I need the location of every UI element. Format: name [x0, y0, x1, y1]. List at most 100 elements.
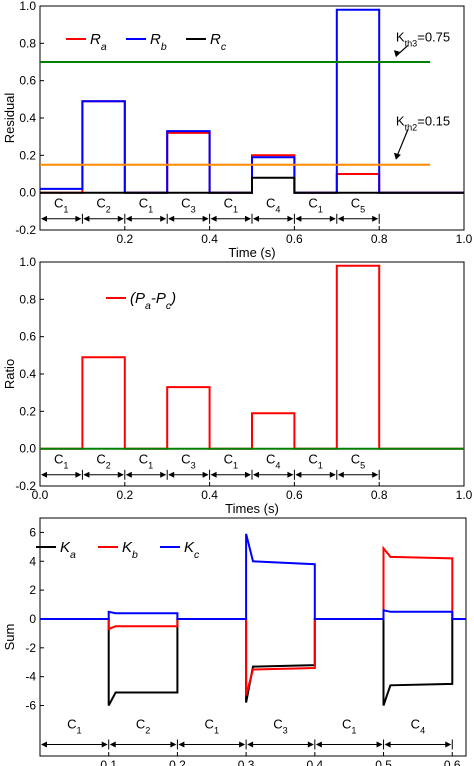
- threshold-annotation-value: =0.75: [417, 29, 450, 44]
- segment-arrowhead: [41, 471, 47, 478]
- segment-label-base: C: [181, 196, 190, 211]
- segment-arrowhead: [245, 215, 251, 222]
- segment-arrowhead: [168, 471, 175, 478]
- y-tick-label: 0.0: [19, 442, 36, 456]
- segment-label-sub: 4: [275, 205, 280, 215]
- segment-arrowhead: [41, 215, 47, 222]
- segment-arrowhead: [337, 215, 344, 222]
- legend-entry-part: ): [169, 290, 176, 307]
- segment-label-base: C: [342, 717, 351, 732]
- segment-label: C2: [136, 717, 150, 736]
- plot-frame: [39, 517, 467, 757]
- segment-label-base: C: [308, 196, 317, 211]
- segment-label-sub: 4: [275, 461, 280, 471]
- legend-entry-part: (P: [130, 290, 145, 307]
- segment-arrowhead: [41, 741, 47, 748]
- segment-label: C2: [96, 196, 110, 215]
- segment-label-sub: 1: [148, 461, 153, 471]
- legend-entry-part: a: [145, 300, 151, 312]
- segment-arrowhead: [239, 741, 246, 748]
- segment-label-sub: 1: [77, 726, 82, 736]
- segment-label-base: C: [136, 717, 145, 732]
- y-tick-label: 0.8: [19, 36, 36, 50]
- segment-label-sub: 3: [283, 726, 288, 736]
- segment-arrowhead: [384, 741, 391, 748]
- x-tick-label: 0.2: [116, 232, 133, 246]
- series-line-3: [40, 176, 464, 194]
- segment-arrowhead: [170, 741, 177, 748]
- segment-arrowhead: [210, 471, 217, 478]
- segment-label: C1: [139, 452, 153, 471]
- chart-panel-2: -0.20.00.20.40.60.81.00.0 0.2 0.4 0.6 0.8 1.0…: [2, 255, 473, 516]
- segment-arrowhead: [307, 741, 314, 748]
- y-tick-label: -0.2: [15, 223, 36, 237]
- segment-label: C1: [224, 196, 238, 215]
- series-line-1: [40, 618, 466, 706]
- x-tick-label: 1.0: [456, 488, 473, 502]
- series-line-1: [40, 264, 464, 450]
- annotation-arrowhead: [393, 152, 401, 160]
- segment-arrowhead: [168, 215, 175, 222]
- segment-arrowhead: [125, 471, 132, 478]
- x-tick-label: 0.6: [286, 232, 303, 246]
- x-tick-label: 0.4: [201, 488, 218, 502]
- segment-arrowhead: [337, 471, 344, 478]
- segment-arrowhead: [160, 215, 167, 222]
- segment-label: C1: [224, 452, 238, 471]
- x-tick-label: 0.8: [371, 488, 388, 502]
- segment-arrowhead: [178, 741, 185, 748]
- segment-arrowhead: [295, 215, 302, 222]
- segment-arrowhead: [376, 741, 383, 748]
- segment-arrowhead: [75, 215, 82, 222]
- legend-entry-base: K: [184, 539, 195, 556]
- x-tick-label: 0.0: [32, 488, 49, 502]
- y-tick-label: 1.0: [19, 0, 36, 13]
- segment-arrowhead: [160, 471, 167, 478]
- segment-label-sub: 1: [233, 461, 238, 471]
- y-tick-label: 0.6: [19, 74, 36, 88]
- legend-entry-base: R: [210, 31, 221, 48]
- legend-entry-base: K: [60, 539, 71, 556]
- legend-entry-sub: b: [161, 41, 167, 53]
- y-tick-label: 2: [29, 583, 36, 597]
- segment-label-base: C: [273, 717, 282, 732]
- y-axis-label: Residual: [2, 93, 17, 144]
- y-tick-label: 0.4: [19, 367, 36, 381]
- segment-label-sub: 1: [63, 205, 68, 215]
- segment-arrowhead: [125, 215, 132, 222]
- segment-label: C5: [351, 452, 365, 471]
- segment-label-base: C: [139, 452, 148, 467]
- chart-panel-1: -0.2 0.0 0.2 0.4 0.6 0.8 1.0 0.2 0.4 0.6 0.8 1.0 Tim…: [2, 0, 473, 260]
- segment-label-base: C: [411, 717, 420, 732]
- y-tick-label: 0.2: [19, 148, 36, 162]
- segment-arrowhead: [109, 741, 116, 748]
- segment-arrowhead: [445, 741, 452, 748]
- legend-entry: Kb: [122, 539, 138, 561]
- x-tick-label: 0.2: [116, 488, 133, 502]
- segment-label-base: C: [205, 717, 214, 732]
- segment-label: C4: [266, 196, 280, 215]
- segment-arrowhead: [372, 471, 379, 478]
- x-axis-label: Time (s): [228, 245, 275, 260]
- segment-label-sub: 1: [214, 726, 219, 736]
- segment-arrowhead: [83, 215, 90, 222]
- segment-label-base: C: [96, 452, 105, 467]
- segment-label: C1: [67, 717, 81, 736]
- threshold-annotation-value: =0.15: [417, 113, 450, 128]
- x-tick-label: 0.1: [100, 758, 117, 766]
- segment-label-sub: 1: [233, 205, 238, 215]
- segment-arrowhead: [287, 215, 294, 222]
- x-tick-label: 0.4: [201, 232, 218, 246]
- segment-label-base: C: [181, 452, 190, 467]
- legend-entry: (Pa-Pc): [130, 290, 176, 312]
- segment-label: C3: [181, 452, 195, 471]
- legend-entry-base: R: [90, 31, 101, 48]
- segment-label-sub: 5: [360, 461, 365, 471]
- segment-label: C1: [308, 196, 322, 215]
- threshold-annotation-sub: th3: [405, 38, 418, 48]
- segment-label-base: C: [351, 196, 360, 211]
- y-tick-label: 1.0: [19, 255, 36, 269]
- y-tick-label: 0.6: [19, 330, 36, 344]
